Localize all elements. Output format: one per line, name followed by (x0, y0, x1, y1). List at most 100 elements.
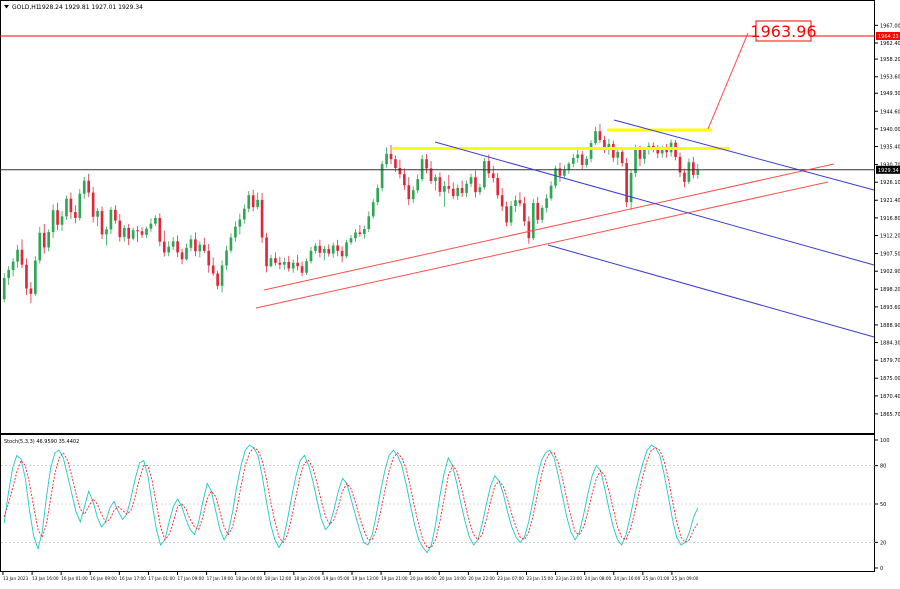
time-tick-label: 25 Jan 09:00 (672, 576, 699, 581)
candle-body (696, 169, 700, 175)
price-panel[interactable] (0, 0, 875, 434)
candle-body (691, 162, 695, 175)
candle-body (38, 232, 42, 261)
candle-body (34, 260, 37, 294)
candle (296, 254, 299, 271)
analysis-drawings[interactable]: 1963.96 (255, 20, 875, 338)
candle (563, 165, 566, 179)
time-tick-label: 23 Jan 15:00 (527, 576, 554, 581)
price-tick-label: 1888.90 (880, 323, 900, 329)
candle (380, 161, 384, 192)
candle (11, 258, 15, 277)
candle-body (96, 210, 99, 217)
candle (331, 242, 335, 258)
candle (220, 260, 224, 293)
candle-body (643, 150, 646, 159)
candle (176, 235, 179, 258)
candle (29, 281, 33, 304)
candle (185, 243, 188, 261)
candle (234, 221, 237, 242)
candle-body (558, 168, 562, 176)
candle-body (607, 143, 611, 150)
candle (678, 152, 682, 178)
candle-body (665, 148, 668, 153)
candle-body (483, 161, 486, 188)
candle-body (2, 278, 6, 300)
candle-body (447, 186, 451, 189)
candle (198, 241, 202, 258)
candle-body (536, 202, 540, 220)
blue-channel-mid-line[interactable] (434, 141, 875, 266)
candle (114, 205, 117, 224)
candle-body (296, 262, 299, 267)
candle-body (474, 177, 477, 193)
candle-body (278, 262, 282, 265)
candle-body (451, 188, 455, 197)
candle-body (363, 229, 366, 234)
candle (683, 168, 686, 188)
price-tick-label: 1958.20 (880, 57, 900, 63)
candle-body (220, 265, 224, 286)
lower-trend-channel-line[interactable] (255, 181, 829, 309)
candle-body (300, 266, 304, 273)
candle-body (683, 172, 686, 182)
candle (451, 182, 455, 200)
candle (625, 158, 628, 208)
upper-trend-channel-line[interactable] (263, 163, 835, 291)
candle-body (216, 273, 219, 286)
ohlc-label: 1928.24 1929.81 1927.01 1929.34 (38, 4, 143, 11)
candle-body (407, 185, 411, 200)
candle-body (336, 245, 339, 251)
candle (242, 204, 246, 224)
candle-body (291, 262, 295, 269)
blue-channel-lower-line[interactable] (547, 244, 875, 338)
candle (327, 244, 331, 257)
candle-body (549, 185, 553, 199)
candle (211, 257, 215, 276)
candle-body (389, 153, 393, 160)
candle (429, 161, 433, 185)
candle (274, 252, 277, 266)
price-tick-label: 1962.40 (880, 41, 900, 47)
price-tick-label: 1944.60 (880, 109, 900, 115)
candle (56, 202, 59, 231)
candle (96, 208, 99, 226)
candle (545, 194, 548, 213)
candle-body (118, 220, 122, 238)
price-tick-label: 1898.20 (880, 287, 900, 293)
candle (118, 214, 122, 242)
candle (189, 235, 193, 252)
candle (269, 254, 273, 268)
candle (322, 245, 326, 261)
price-tick-label: 1935.40 (880, 145, 900, 151)
candle-body (531, 202, 535, 239)
dropdown-triangle-icon[interactable] (4, 5, 9, 9)
candle-body (269, 258, 273, 267)
candle-body (416, 179, 420, 191)
candle-body (109, 209, 113, 230)
candle-body (140, 231, 144, 235)
candle-body (56, 210, 59, 225)
stochastic-axis: 100 80 50 20 0 (1, 438, 890, 572)
candle-body (394, 159, 397, 169)
time-tick-label: 24 Jan 16:00 (614, 576, 641, 581)
stochastic-label: Stoch(5,3,3) 46.9590 35.4402 (4, 439, 79, 445)
blue-channel-upper-line[interactable] (613, 119, 875, 191)
candle-body (580, 154, 584, 165)
time-tick-label: 20 Jan 06:00 (410, 576, 437, 581)
candle-body (247, 195, 251, 209)
candle-body (256, 199, 259, 208)
time-tick-label: 18 Jan 12:00 (265, 576, 292, 581)
candle-body (487, 161, 491, 174)
stochastic-panel[interactable] (0, 434, 875, 572)
current-price-label: 1929.34 (878, 168, 899, 174)
candle-body (523, 203, 526, 222)
target-price-box[interactable]: 1963.96 (750, 20, 817, 42)
candle (136, 226, 139, 243)
candle (407, 177, 411, 206)
target-projection-line[interactable] (707, 32, 749, 130)
candle (571, 153, 575, 168)
candle-body (571, 158, 575, 164)
